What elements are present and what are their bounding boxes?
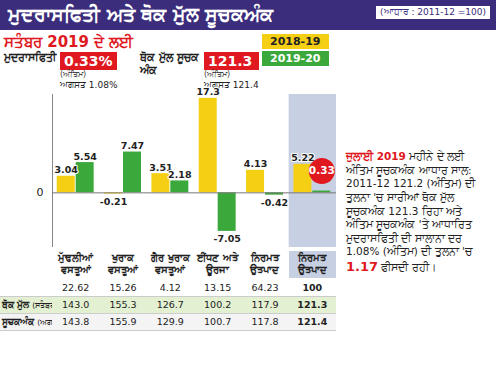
svg-text:7.47: 7.47 bbox=[121, 140, 144, 151]
html-text:1.17ਫੀਸਦੀ ਰਹੀ।: 1.17ਫੀਸਦੀ ਰਹੀ। bbox=[346, 259, 436, 275]
html-text:100.7: 100.7 bbox=[204, 316, 232, 327]
svg-text:-0.42: -0.42 bbox=[261, 197, 288, 208]
html-text:(ਅੰਤਿਮ): (ਅੰਤਿਮ) bbox=[60, 70, 87, 79]
html-text:ਥੋਕ ਮੁੱਲ (ਸਤੰਬਰ) 143.0: ਥੋਕ ਮੁੱਲ (ਸਤੰਬਰ) 143.0 bbox=[2, 299, 90, 310]
html-text:2019-20: 2019-20 bbox=[270, 52, 321, 65]
html-text:ਅਗਸਤ 121.4: ਅਗਸਤ 121.4 bbox=[204, 80, 259, 90]
svg-text:3.04: 3.04 bbox=[55, 164, 79, 175]
html-text:ਮੁਦਰਾਸਫਿਤੀ: ਮੁਦਰਾਸਫਿਤੀ bbox=[4, 51, 56, 64]
svg-text:2.18: 2.18 bbox=[168, 169, 192, 180]
html-text:0.33%: 0.33% bbox=[64, 53, 113, 69]
html-text:13.15: 13.15 bbox=[204, 282, 232, 293]
html-text:ਉਤਪਾਦ: ਉਤਪਾਦ bbox=[297, 264, 327, 275]
html-text:ਅਗਸਤ 1.08%: ਅਗਸਤ 1.08% bbox=[60, 80, 118, 90]
html-text:117.9: 117.9 bbox=[251, 299, 279, 310]
html-text:117.8: 117.8 bbox=[251, 316, 279, 327]
html-text:ਵਸਤੂਆਂ: ਵਸਤੂਆਂ bbox=[108, 264, 138, 275]
html-text:ਵਸਤੂਆਂ: ਵਸਤੂਆਂ bbox=[155, 264, 186, 275]
svg-text:5.54: 5.54 bbox=[73, 151, 97, 162]
html-text:ਨਿਰਮਤ: ਨਿਰਮਤ bbox=[298, 252, 327, 263]
html-text:100: 100 bbox=[302, 282, 323, 293]
html-text:ਉਤਪਾਦ: ਉਤਪਾਦ bbox=[250, 264, 280, 275]
html-text:15.26: 15.26 bbox=[109, 282, 137, 293]
html-text:ਮੁੱਢਲੀਆਂ: ਮੁੱਢਲੀਆਂ bbox=[58, 252, 94, 263]
html-text:ਨਿਰਮਤ: ਨਿਰਮਤ bbox=[251, 252, 279, 263]
html-text:ਵਸਤੂਆਂ: ਵਸਤੂਆਂ bbox=[60, 264, 91, 275]
html-text:ਥੋਕ ਮੁੱਲ ਸੂਚਕ ਅੰਕ: ਥੋਕ ਮੁੱਲ ਸੂਚਕ ਅੰਕ bbox=[140, 51, 199, 77]
html-text:121.4: 121.4 bbox=[297, 316, 328, 327]
html-text:(ਆਧਾਰ : 2011-12 =100): (ਆਧਾਰ : 2011-12 =100) bbox=[380, 7, 486, 17]
html-text:155.9: 155.9 bbox=[109, 316, 137, 327]
html-text:22.62: 22.62 bbox=[62, 282, 90, 293]
html-text:ਖੁਰਾਕ: ਖੁਰਾਕ bbox=[112, 252, 134, 263]
html-text:121.3: 121.3 bbox=[208, 53, 253, 69]
html-text:129.9: 129.9 bbox=[156, 316, 184, 327]
html-text:ਸੂਚਕਅੰਕ (ਅਗਸਤ): ਸੂਚਕਅੰਕ (ਅਗਸਤ) bbox=[2, 317, 66, 327]
html-text:143.8: 143.8 bbox=[62, 316, 90, 327]
html-text:ਊਰਜਾ: ਊਰਜਾ bbox=[206, 264, 230, 275]
svg-text:0.33: 0.33 bbox=[309, 164, 335, 176]
html-text:ਮੁਦਰਾਸਫਿਤੀ ਅਤੇ ਥੋਕ ਮੁੱਲ ਸੂਚਕਅੰ: ਮੁਦਰਾਸਫਿਤੀ ਅਤੇ ਥੋਕ ਮੁੱਲ ਸੂਚਕਅੰਕ bbox=[8, 3, 274, 25]
html-text:64.23: 64.23 bbox=[251, 282, 279, 293]
html-text:ਗੈਰ ਖੁਰਾਕ: ਗੈਰ ਖੁਰਾਕ bbox=[151, 252, 190, 263]
html-text:(ਅੰਤਿਮ): (ਅੰਤਿਮ) bbox=[204, 70, 231, 79]
svg-text:-0.21: -0.21 bbox=[100, 196, 127, 207]
html-text:121.3: 121.3 bbox=[297, 299, 328, 310]
svg-text:5.22: 5.22 bbox=[291, 152, 314, 163]
svg-text:17.3: 17.3 bbox=[197, 86, 220, 97]
html-text:ਜੁਲਾਈ 2019 ਮਹੀਨੇ ਦੇ ਲਈ ਅੰਤਿਮ ਸ: ਜੁਲਾਈ 2019 ਮਹੀਨੇ ਦੇ ਲਈ ਅੰਤਿਮ ਸੂਚਕਅੰਕ ਆਧਾ… bbox=[346, 150, 476, 258]
html-text:ਸਤੰਬਰ 2019 ਦੇ ਲਈ: ਸਤੰਬਰ 2019 ਦੇ ਲਈ bbox=[4, 33, 134, 51]
html-text:126.7: 126.7 bbox=[156, 299, 184, 310]
html-text:2018-19: 2018-19 bbox=[270, 35, 321, 48]
svg-text:-7.05: -7.05 bbox=[213, 233, 240, 244]
svg-text:3.51: 3.51 bbox=[149, 161, 173, 173]
html-text:155.3: 155.3 bbox=[109, 299, 137, 310]
html-text:ਈਂਧਣ ਅਤੇ: ਈਂਧਣ ਅਤੇ bbox=[197, 252, 238, 263]
svg-text:4.13: 4.13 bbox=[244, 158, 267, 169]
html-text:4.12: 4.12 bbox=[159, 282, 181, 293]
svg-text:0: 0 bbox=[37, 186, 44, 199]
html-text:100.2: 100.2 bbox=[204, 299, 232, 310]
